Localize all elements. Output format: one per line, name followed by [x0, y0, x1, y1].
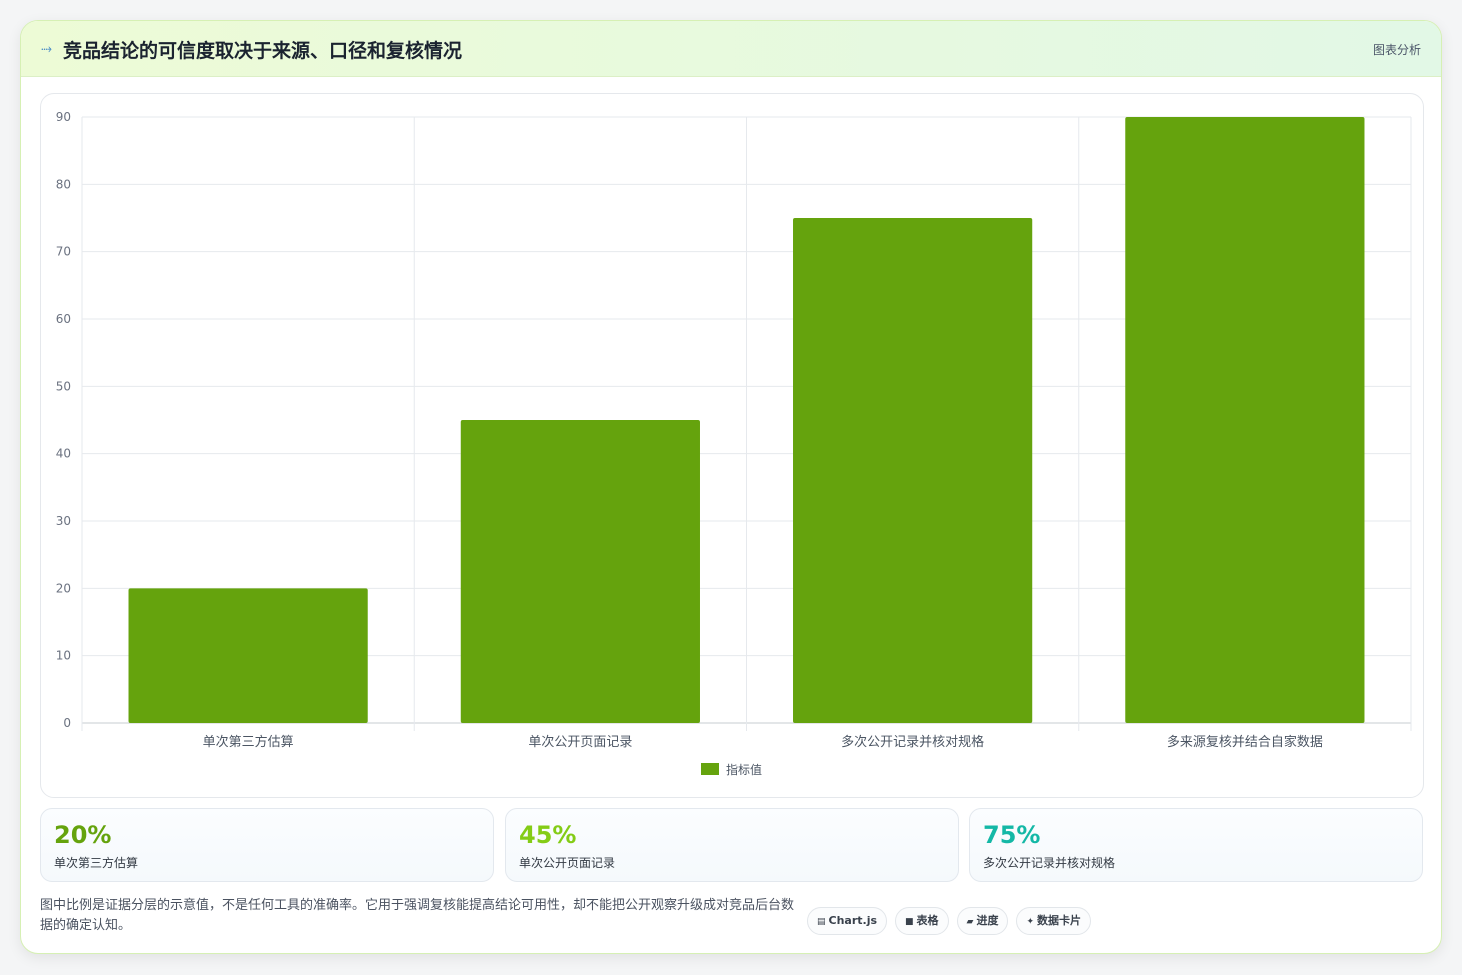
- tag-label: Chart.js: [828, 914, 878, 927]
- tag-label: 进度: [976, 914, 999, 927]
- card-tag: 图表分析: [1372, 43, 1421, 57]
- tag-label: 数据卡片: [1037, 914, 1082, 927]
- y-tick-label: 60: [56, 312, 71, 326]
- stat-card-3: 75% 多次公开记录并核对规格: [969, 808, 1423, 882]
- stat-label: 单次公开页面记录: [519, 856, 616, 870]
- y-tick-label: 50: [56, 379, 71, 393]
- table-icon: ■: [905, 917, 914, 927]
- footnote: 图中比例是证据分层的示意值，不是任何工具的准确率。它用于强调复核能提高结论可用性…: [40, 898, 795, 933]
- tag-table[interactable]: ■ 表格: [895, 907, 949, 935]
- tag-data-card[interactable]: ✦ 数据卡片: [1016, 907, 1092, 935]
- stat-value: 45%: [519, 821, 577, 849]
- x-tick-label: 多次公开记录并核对规格: [841, 734, 984, 750]
- x-tick-label: 多来源复核并结合自家数据: [1167, 734, 1323, 750]
- stat-label: 多次公开记录并核对规格: [983, 856, 1116, 870]
- legend-swatch: [701, 763, 719, 775]
- x-tick-label: 单次公开页面记录: [528, 734, 632, 750]
- y-tick-label: 30: [56, 514, 71, 528]
- bar-1: [128, 588, 368, 723]
- tag-progress[interactable]: ▰ 进度: [956, 907, 1009, 935]
- y-tick-label: 80: [56, 177, 71, 191]
- x-tick-label: 单次第三方估算: [203, 734, 294, 750]
- card-header: ⤑ 竞品结论的可信度取决于来源、口径和复核情况 图表分析: [21, 21, 1441, 77]
- stat-card-2: 45% 单次公开页面记录: [505, 808, 959, 882]
- stat-value: 75%: [983, 821, 1041, 849]
- bar-chart: 0 10 20 30 40 50 60 70 80 90 单次第三方估算 单次公开页面记录 多次公开记录…: [56, 110, 1412, 777]
- stat-value: 20%: [54, 821, 112, 849]
- legend-label: 指标值: [726, 762, 762, 777]
- chart-icon: ▤: [817, 917, 826, 927]
- stat-card-1: 20% 单次第三方估算: [40, 808, 494, 882]
- y-tick-label: 70: [56, 245, 71, 259]
- trend-arrow-icon: ⤑: [41, 41, 53, 57]
- bar-2: [460, 420, 700, 723]
- y-tick-label: 0: [63, 716, 71, 730]
- y-tick-label: 20: [56, 581, 71, 595]
- stat-label: 单次第三方估算: [54, 856, 139, 870]
- tag-list: ▤ Chart.js ■ 表格 ▰ 进度 ✦ 数据卡片: [807, 907, 1092, 935]
- bar-3: [793, 218, 1033, 723]
- tag-chartjs[interactable]: ▤ Chart.js: [807, 907, 888, 935]
- tag-label: 表格: [916, 914, 939, 927]
- y-tick-label: 40: [56, 447, 71, 461]
- bar-4: [1125, 117, 1365, 723]
- sparkle-icon: ✦: [1026, 917, 1035, 927]
- y-tick-label: 90: [56, 110, 71, 124]
- card-title: 竞品结论的可信度取决于来源、口径和复核情况: [63, 40, 463, 62]
- chart-card: ⤑ 竞品结论的可信度取决于来源、口径和复核情况 图表分析 0 10 20 30 40 50…: [20, 20, 1442, 954]
- y-tick-label: 10: [56, 649, 71, 663]
- progress-icon: ▰: [966, 917, 974, 927]
- chart-panel: 0 10 20 30 40 50 60 70 80 90 单次第三方估算 单次公开页面记录 多次公开记录…: [40, 93, 1424, 798]
